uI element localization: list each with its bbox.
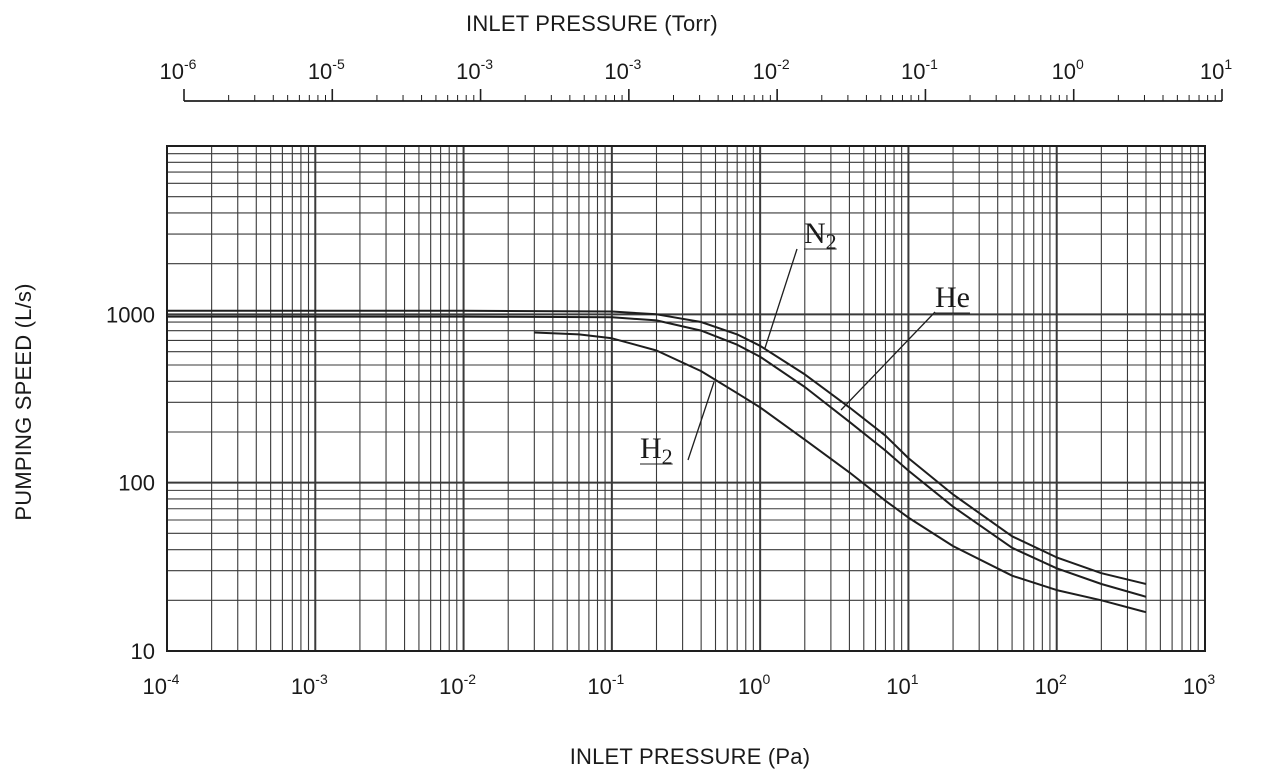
x-tick-label: 103	[1183, 671, 1215, 699]
x-tick-labels: 10-4 10-3 10-2 10-1 100 101 102 103	[143, 671, 1216, 699]
x-axis-title: INLET PRESSURE (Pa)	[570, 744, 811, 769]
label-leader-n2	[764, 248, 798, 349]
top-tick-label: 101	[1200, 56, 1232, 84]
y-tick-label: 100	[118, 471, 155, 496]
top-tick-label: 10-3	[456, 56, 493, 84]
top-axis-title: INLET PRESSURE (Torr)	[466, 11, 718, 36]
series-line-n2	[167, 309, 1147, 585]
top-tick-label: 10-1	[901, 56, 938, 84]
series-annotations: N2 He H2	[640, 217, 970, 469]
series-line-h2	[534, 331, 1147, 614]
series-lines	[167, 309, 1147, 614]
x-tick-label: 102	[1035, 671, 1067, 699]
label-leader-h2	[687, 381, 715, 461]
series-label-n2: N2	[804, 217, 837, 254]
plot-frame	[166, 145, 1206, 652]
top-tick-label: 10-5	[308, 56, 345, 84]
x-tick-label: 10-2	[439, 671, 476, 699]
top-tick-label: 10-3	[604, 56, 641, 84]
series-label-h2: H2	[640, 432, 673, 469]
top-axis: 10-6 10-5 10-3 10-3 10-2 10-1 100 101	[160, 56, 1232, 102]
series-line-he	[167, 315, 1147, 598]
top-tick-label: 100	[1052, 56, 1084, 84]
y-tick-labels: 10 100 1000	[106, 302, 155, 664]
y-tick-label: 1000	[106, 302, 155, 327]
x-tick-label: 10-1	[587, 671, 624, 699]
x-tick-label: 100	[738, 671, 770, 699]
x-tick-label: 10-4	[143, 671, 180, 699]
label-leader-he	[840, 311, 936, 411]
series-label-he: He	[935, 281, 970, 314]
top-tick-label: 10-6	[160, 56, 197, 84]
top-tick-label: 10-2	[753, 56, 790, 84]
x-tick-label: 10-3	[291, 671, 328, 699]
x-tick-label: 101	[886, 671, 918, 699]
chart-grid	[167, 146, 1205, 651]
y-axis-title: PUMPING SPEED (L/s)	[11, 283, 36, 520]
y-tick-label: 10	[131, 639, 155, 664]
